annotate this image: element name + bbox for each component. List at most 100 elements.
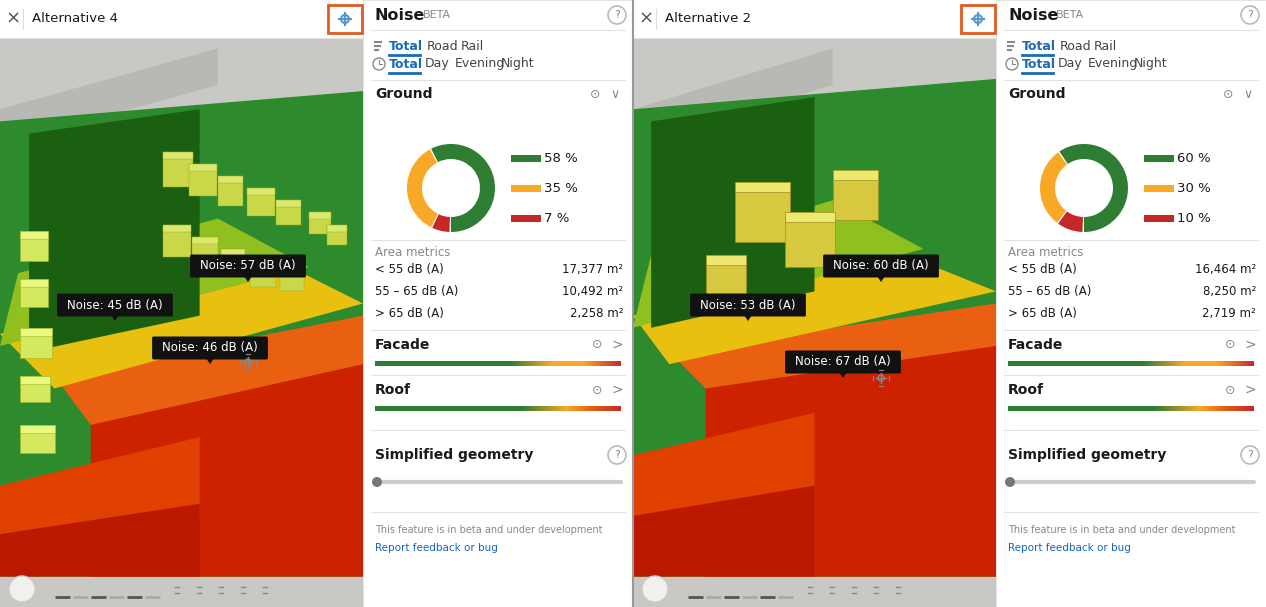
Polygon shape	[0, 219, 309, 346]
Text: Facade: Facade	[375, 338, 430, 352]
Text: 8,250 m²: 8,250 m²	[1203, 285, 1256, 299]
Text: Total: Total	[1022, 39, 1056, 52]
Bar	[251, 261, 276, 287]
Polygon shape	[633, 486, 814, 577]
Text: Alternative 2: Alternative 2	[665, 13, 751, 25]
Text: Evening: Evening	[1087, 58, 1138, 70]
Text: This feature is in beta and under development: This feature is in beta and under develo…	[1008, 525, 1236, 535]
FancyBboxPatch shape	[785, 350, 901, 373]
Polygon shape	[651, 97, 814, 328]
Bar	[189, 164, 216, 196]
Bar	[189, 164, 216, 171]
Bar	[771, 8, 801, 28]
Bar	[1144, 185, 1174, 192]
Text: >: >	[611, 383, 623, 397]
Text: Ground: Ground	[1008, 87, 1066, 101]
Polygon shape	[633, 200, 923, 328]
Bar	[247, 188, 275, 195]
Wedge shape	[1058, 211, 1082, 232]
FancyBboxPatch shape	[152, 336, 268, 359]
Text: Rail: Rail	[1094, 39, 1118, 52]
Bar	[511, 155, 541, 162]
Bar	[251, 261, 276, 268]
Bar	[633, 0, 996, 607]
Text: ?: ?	[614, 450, 620, 460]
Text: This feature is in beta and under development: This feature is in beta and under develo…	[375, 525, 603, 535]
Bar	[839, 8, 868, 26]
Text: 7 %: 7 %	[544, 211, 570, 225]
Bar	[633, 0, 996, 152]
Bar	[633, 0, 996, 38]
Text: Total: Total	[389, 58, 423, 70]
Bar	[833, 170, 877, 180]
Text: 60 %: 60 %	[1177, 152, 1210, 164]
Bar	[206, 8, 232, 26]
Text: ⊙: ⊙	[1223, 87, 1233, 101]
Bar	[276, 200, 301, 225]
Text: >: >	[1244, 338, 1256, 352]
Bar	[961, 5, 995, 33]
Text: Total: Total	[1022, 58, 1056, 70]
Text: 16,464 m²: 16,464 m²	[1195, 263, 1256, 277]
Bar	[222, 249, 246, 277]
Text: 55 – 65 dB (A): 55 – 65 dB (A)	[375, 285, 458, 299]
Circle shape	[1005, 477, 1015, 487]
Text: Rail: Rail	[461, 39, 485, 52]
Bar	[327, 225, 347, 245]
Text: Day: Day	[1058, 58, 1082, 70]
Bar	[20, 231, 48, 239]
Bar	[734, 182, 790, 192]
Bar	[20, 425, 54, 453]
Text: Report feedback or bug: Report feedback or bug	[375, 543, 498, 553]
Polygon shape	[111, 315, 119, 321]
Bar	[20, 376, 49, 402]
Bar	[0, 577, 363, 607]
Bar	[163, 152, 194, 159]
Bar	[20, 231, 48, 260]
Bar	[705, 255, 746, 265]
Polygon shape	[0, 49, 218, 146]
Bar	[785, 212, 836, 222]
Text: Report feedback or bug: Report feedback or bug	[1008, 543, 1131, 553]
FancyBboxPatch shape	[690, 294, 806, 316]
Circle shape	[9, 576, 35, 602]
Bar	[833, 170, 877, 220]
Text: Noise: 45 dB (A): Noise: 45 dB (A)	[67, 299, 163, 311]
Wedge shape	[1060, 144, 1128, 232]
Circle shape	[372, 477, 382, 487]
Text: 2,258 m²: 2,258 m²	[570, 308, 623, 320]
Bar	[280, 267, 304, 274]
Bar	[222, 249, 246, 256]
FancyBboxPatch shape	[190, 254, 306, 277]
Text: ?: ?	[1247, 10, 1253, 20]
Text: Total: Total	[389, 39, 423, 52]
Text: Ground: Ground	[375, 87, 433, 101]
Text: ⊙: ⊙	[591, 339, 603, 351]
Bar	[163, 225, 191, 257]
Text: 58 %: 58 %	[544, 152, 577, 164]
Bar	[734, 182, 790, 242]
Bar	[163, 225, 191, 232]
Polygon shape	[0, 91, 363, 577]
Polygon shape	[633, 49, 833, 146]
Bar	[808, 5, 833, 23]
Polygon shape	[744, 315, 752, 321]
Text: >: >	[611, 338, 623, 352]
Text: ⊙: ⊙	[591, 384, 603, 396]
Bar	[239, 5, 270, 27]
Text: Day: Day	[425, 58, 449, 70]
Polygon shape	[633, 413, 814, 534]
Bar	[589, 89, 603, 99]
Text: Night: Night	[1134, 58, 1167, 70]
Text: < 55 dB (A): < 55 dB (A)	[375, 263, 444, 277]
Bar	[328, 5, 362, 33]
Bar	[192, 237, 219, 266]
Bar	[171, 5, 199, 25]
Text: Noise: 46 dB (A): Noise: 46 dB (A)	[162, 342, 258, 354]
Bar	[905, 8, 933, 26]
Bar	[309, 212, 330, 220]
Bar	[1222, 89, 1236, 99]
Bar	[363, 0, 633, 607]
Bar	[301, 5, 327, 21]
Text: Road: Road	[1060, 39, 1091, 52]
